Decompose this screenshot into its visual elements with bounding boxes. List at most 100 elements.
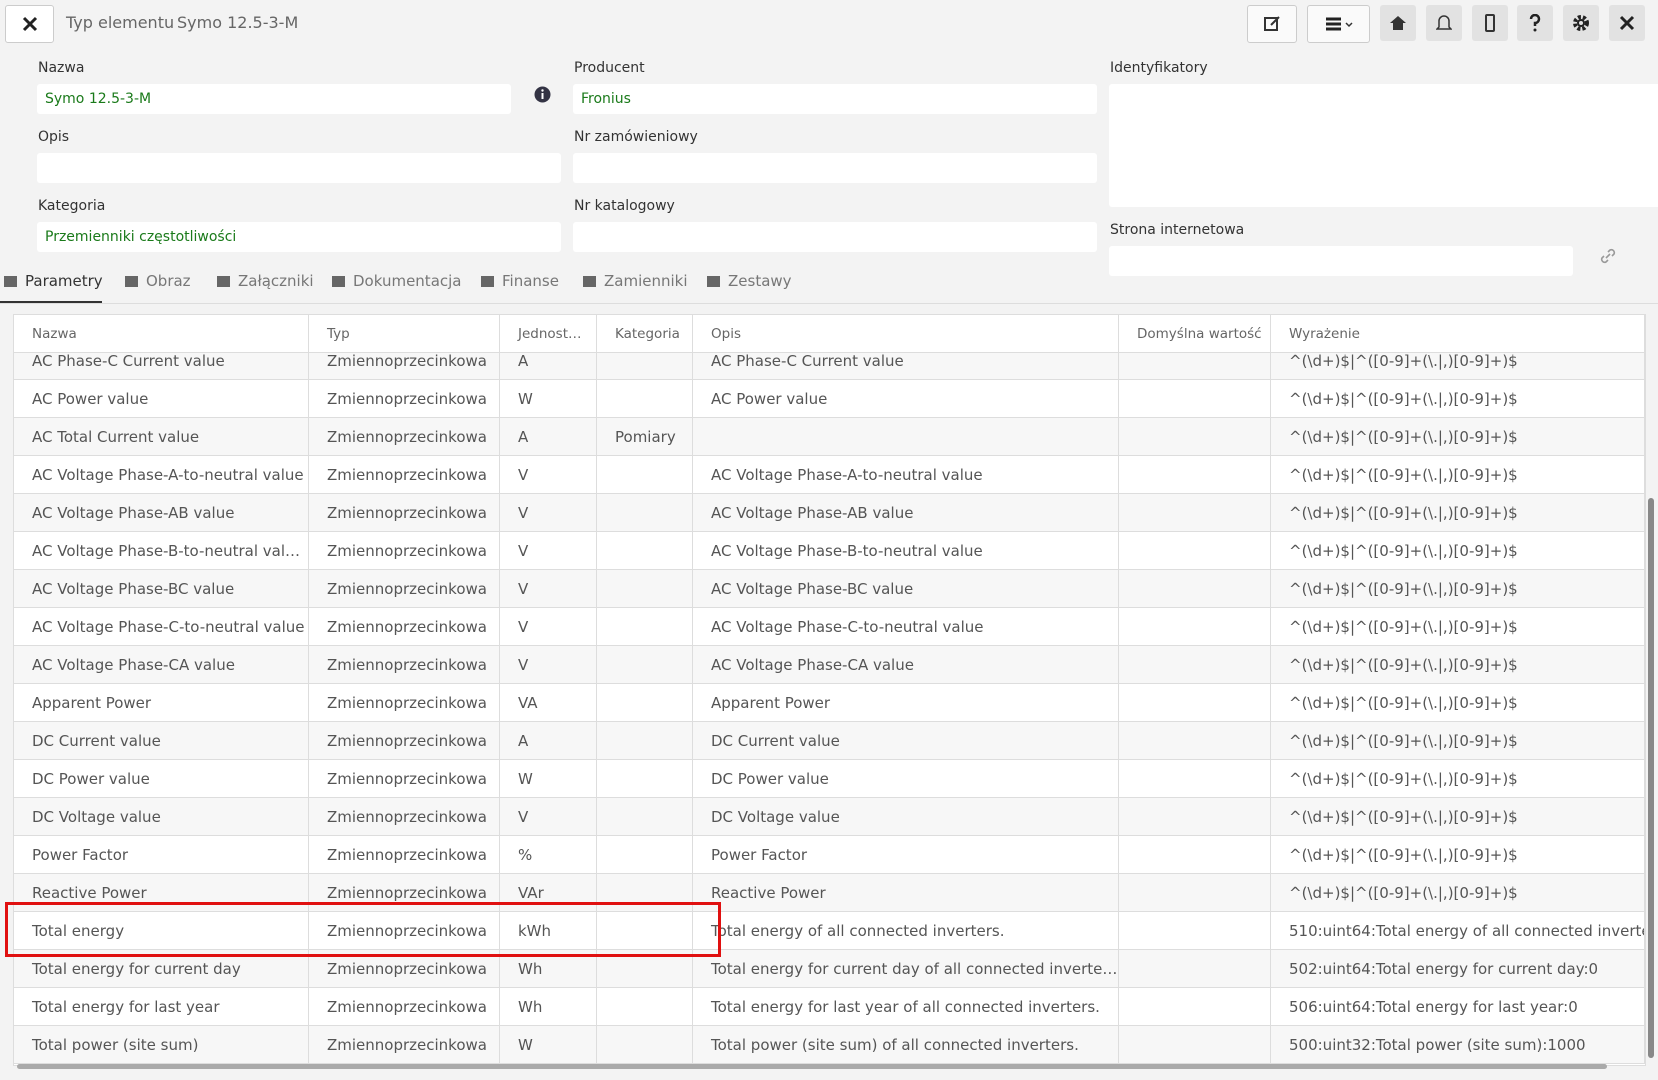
table-cell: Wh [500,988,597,1025]
table-cell: Zmiennoprzecinkowa [309,950,500,987]
column-header[interactable]: Opis [693,315,1119,352]
table-cell: Zmiennoprzecinkowa [309,456,500,493]
table-cell [597,760,693,797]
catalog-no-input[interactable] [573,222,1097,252]
horizontal-scrollbar[interactable] [17,1064,1607,1069]
home-button[interactable] [1380,5,1416,41]
tab-icon [332,275,345,287]
tab-icon [217,275,230,287]
close-button[interactable] [5,5,54,43]
field-label: Nr zamówieniowy [574,129,698,145]
tab[interactable]: Zestawy [707,272,792,290]
table-cell [597,646,693,683]
table-cell: V [500,532,597,569]
table-cell: ^(\d+)$|^([0-9]+(\.|,)[0-9]+)$ [1271,722,1645,759]
table-cell: A [500,418,597,455]
column-header[interactable]: Typ [309,315,500,352]
table-cell [597,722,693,759]
table-cell: A [500,722,597,759]
table-cell: AC Voltage Phase-A-to-neutral value [14,456,309,493]
vertical-scrollbar[interactable] [1648,498,1654,1058]
icon [1485,14,1495,32]
table-cell: Power Factor [14,836,309,873]
table-cell: ^(\d+)$|^([0-9]+(\.|,)[0-9]+)$ [1271,494,1645,531]
website-input[interactable] [1109,246,1573,276]
table-cell: ^(\d+)$|^([0-9]+(\.|,)[0-9]+)$ [1271,874,1645,911]
description-input[interactable] [37,153,561,183]
table-row: Reactive Power Zmiennoprzecinkowa VAr React… [14,874,1645,912]
table-cell: Total energy [14,912,309,949]
notifications-button[interactable] [1426,5,1462,41]
settings-button[interactable] [1563,5,1599,41]
table-cell: AC Total Current value [14,418,309,455]
table-cell: ^(\d+)$|^([0-9]+(\.|,)[0-9]+)$ [1271,570,1645,607]
table-row: AC Voltage Phase-C-to-neutral value Zmien… [14,608,1645,646]
category-input[interactable]: Przemienniki częstotliwości [37,222,561,252]
tab-icon [583,275,596,287]
icon [1264,16,1280,31]
column-header[interactable]: Jednost… [500,315,597,352]
table-cell: AC Voltage Phase-AB value [693,494,1119,531]
table-cell [1119,988,1271,1025]
table-cell [1119,836,1271,873]
tab[interactable]: Dokumentacja [332,272,462,290]
exit-button[interactable] [1609,5,1645,41]
tab[interactable]: Obraz [125,272,191,290]
tab[interactable]: Finanse [481,272,559,290]
field-label: Nr katalogowy [574,198,675,214]
link-icon[interactable] [1599,247,1617,265]
table-cell [1119,456,1271,493]
menu-button[interactable] [1307,5,1370,43]
table-cell: ^(\d+)$|^([0-9]+(\.|,)[0-9]+)$ [1271,760,1645,797]
table-cell: Zmiennoprzecinkowa [309,570,500,607]
mobile-button[interactable] [1472,5,1508,41]
table-cell [597,570,693,607]
table-cell [1119,874,1271,911]
tab[interactable]: Załączniki [217,272,314,290]
table-cell: V [500,646,597,683]
table-cell: Total energy for last year of all connec… [693,988,1119,1025]
active-tab-indicator [0,301,102,304]
order-no-input[interactable] [573,153,1097,183]
table-cell: ^(\d+)$|^([0-9]+(\.|,)[0-9]+)$ [1271,353,1645,379]
identifiers-input[interactable] [1109,84,1658,207]
table-cell: AC Voltage Phase-BC value [693,570,1119,607]
table-cell: AC Voltage Phase-CA value [14,646,309,683]
table-cell: AC Phase-C Current value [14,353,309,379]
table-cell [1119,760,1271,797]
tab[interactable]: Parametry [4,272,103,290]
name-input[interactable]: Symo 12.5-3-M [37,84,511,114]
table-cell: 510:uint64:Total energy of all connected… [1271,912,1645,949]
info-icon[interactable] [534,86,551,103]
table-cell [1119,494,1271,531]
column-header[interactable]: Kategoria [597,315,693,352]
table-cell: DC Current value [693,722,1119,759]
table-cell: Zmiennoprzecinkowa [309,1026,500,1063]
tab[interactable]: Zamienniki [583,272,688,290]
element-title: Symo 12.5-3-M [177,13,299,32]
table-cell [597,912,693,949]
table-cell: AC Power value [14,380,309,417]
table-cell: Zmiennoprzecinkowa [309,608,500,645]
table-cell: Zmiennoprzecinkowa [309,874,500,911]
parameters-table: AC Phase-C Current value Zmiennoprzecinko… [13,314,1646,1066]
table-cell [1119,722,1271,759]
table-row: AC Voltage Phase-A-to-neutral value Zmien… [14,456,1645,494]
column-header[interactable]: Domyślna wartość [1119,315,1271,352]
table-cell: AC Voltage Phase-C-to-neutral value [14,608,309,645]
column-header[interactable]: Nazwa [14,315,309,352]
table-row: AC Voltage Phase-BC value Zmiennoprzecink… [14,570,1645,608]
table-cell [1119,353,1271,379]
edit-button[interactable] [1247,5,1297,43]
table-cell: VAr [500,874,597,911]
table-cell [1119,570,1271,607]
column-header[interactable]: Wyrażenie [1271,315,1645,352]
table-cell: W [500,1026,597,1063]
table-cell: AC Power value [693,380,1119,417]
help-button[interactable] [1517,5,1553,41]
table-row: AC Total Current value Zmiennoprzecinkowa… [14,418,1645,456]
table-row: Apparent Power Zmiennoprzecinkowa VA Appare… [14,684,1645,722]
table-header: Nazwa Typ Jednost… Kategoria Opis Domyślna wa… [14,315,1645,353]
table-cell: ^(\d+)$|^([0-9]+(\.|,)[0-9]+)$ [1271,646,1645,683]
producer-input[interactable]: Fronius [573,84,1097,114]
